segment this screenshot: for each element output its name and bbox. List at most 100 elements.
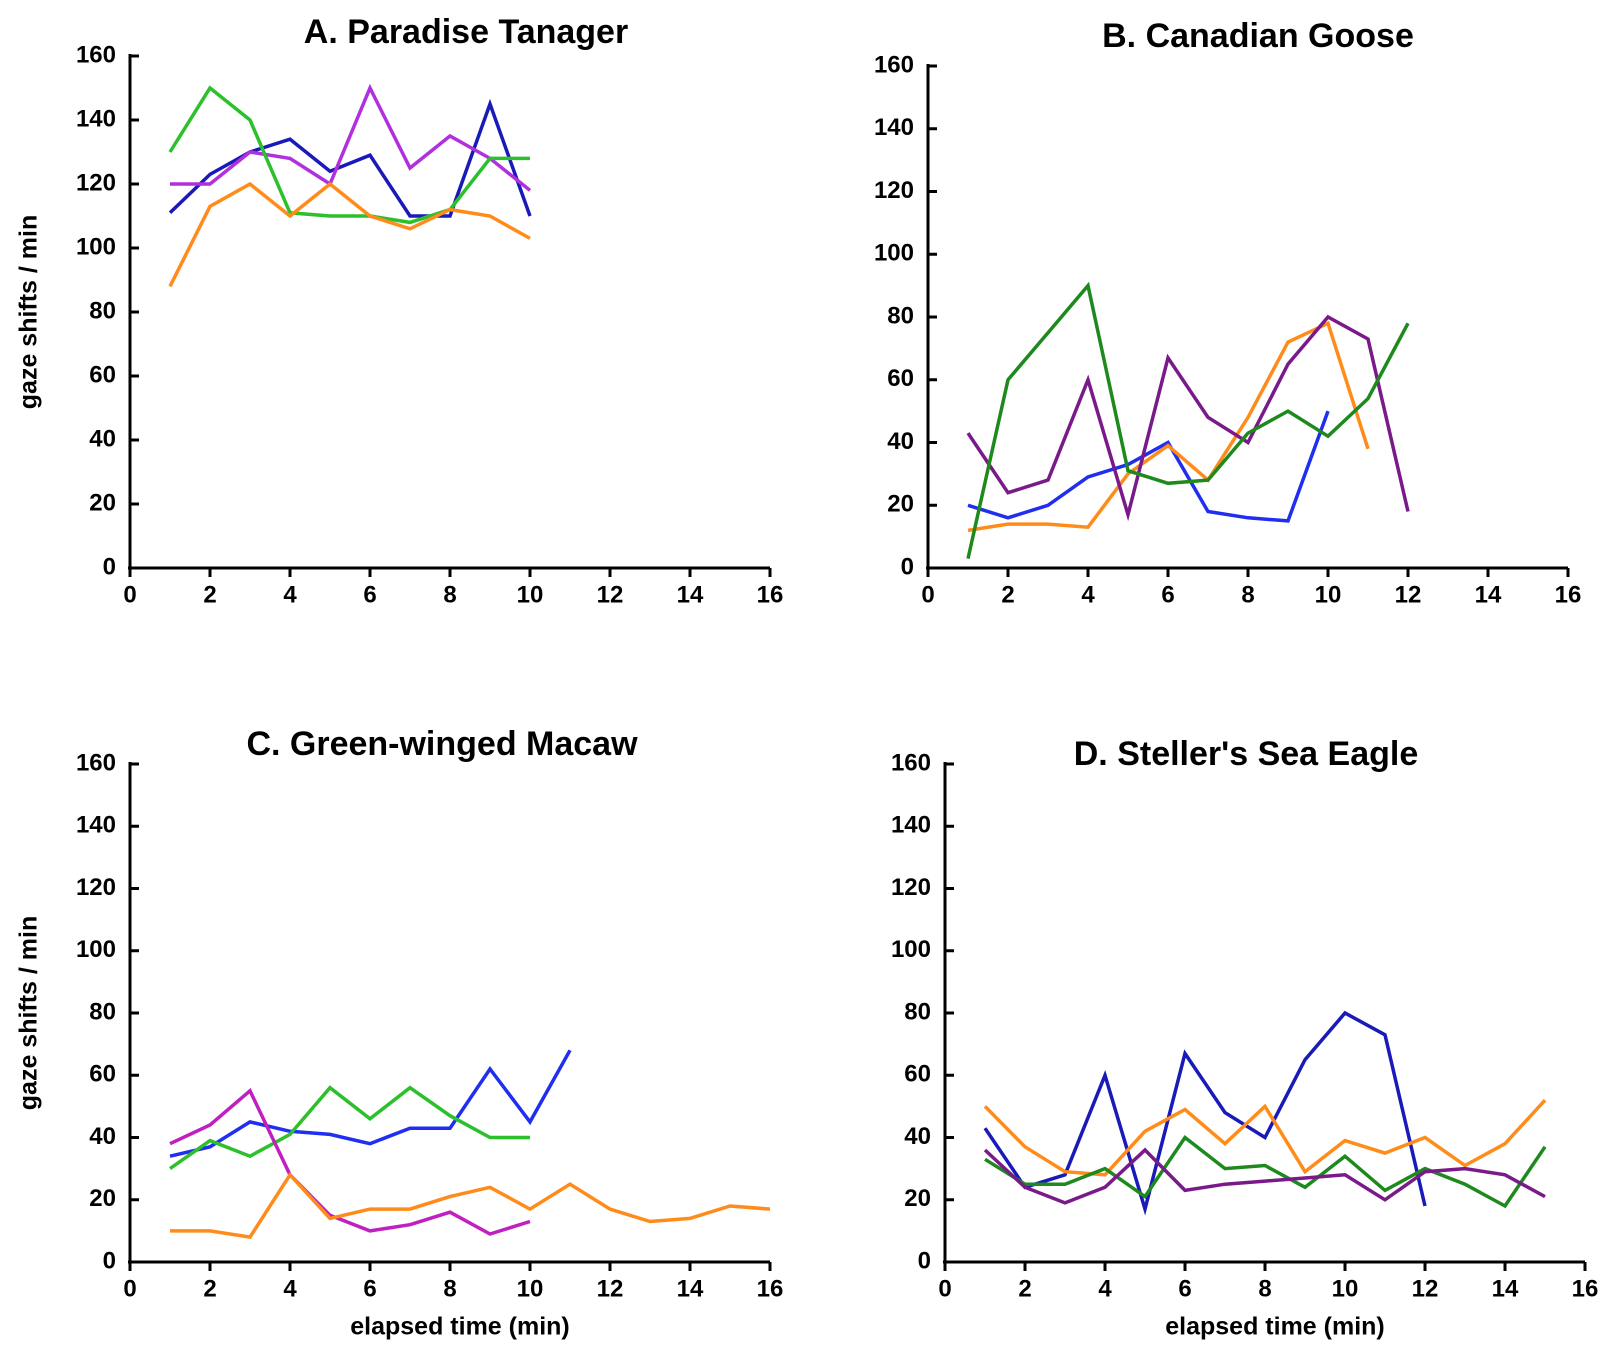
x-tick-label: 6 bbox=[363, 1275, 376, 1302]
chart-panel-d: D. Steller's Sea Eagle020406080100120140… bbox=[891, 735, 1598, 1341]
y-tick-label: 160 bbox=[76, 41, 116, 68]
y-tick-label: 40 bbox=[887, 428, 914, 455]
y-tick-label: 100 bbox=[76, 233, 116, 260]
x-tick-label: 14 bbox=[1492, 1275, 1519, 1302]
y-tick-label: 40 bbox=[904, 1123, 931, 1150]
y-tick-label: 80 bbox=[904, 998, 931, 1025]
y-tick-label: 20 bbox=[89, 1185, 116, 1212]
x-tick-label: 12 bbox=[1395, 581, 1422, 608]
chart-title: B. Canadian Goose bbox=[1102, 17, 1414, 55]
x-tick-label: 16 bbox=[757, 581, 784, 608]
x-tick-label: 8 bbox=[1241, 581, 1254, 608]
x-tick-label: 10 bbox=[1332, 1275, 1359, 1302]
series-line-4 bbox=[170, 1171, 771, 1240]
series-line-1 bbox=[967, 410, 1330, 523]
chart-panel-c: C. Green-winged Macaw0204060801001201401… bbox=[15, 725, 784, 1341]
y-tick-label: 120 bbox=[874, 177, 914, 204]
y-tick-label: 0 bbox=[918, 1247, 931, 1274]
y-tick-label: 160 bbox=[891, 749, 931, 776]
y-axis-title: gaze shifts / min bbox=[15, 215, 43, 409]
y-tick-label: 0 bbox=[103, 1247, 116, 1274]
x-tick-label: 2 bbox=[1001, 581, 1014, 608]
series-line-1 bbox=[169, 1049, 572, 1158]
y-tick-label: 40 bbox=[89, 1123, 116, 1150]
y-tick-label: 40 bbox=[89, 425, 116, 452]
y-tick-label: 120 bbox=[76, 874, 116, 901]
series-line-2 bbox=[170, 83, 532, 192]
y-tick-label: 0 bbox=[901, 553, 914, 580]
x-tick-label: 10 bbox=[1315, 581, 1342, 608]
x-tick-label: 6 bbox=[1161, 581, 1174, 608]
chart-panel-b: B. Canadian Goose 0 20 40 60 80 100 120 140 160 0 2… bbox=[874, 17, 1581, 608]
y-tick-label: 120 bbox=[891, 874, 931, 901]
y-tick-label: 20 bbox=[887, 491, 914, 518]
x-axis-title: elapsed time (min) bbox=[1165, 1313, 1385, 1341]
x-tick-label: 14 bbox=[1475, 581, 1502, 608]
y-tick-label: 60 bbox=[887, 365, 914, 392]
y-tick-label: 160 bbox=[874, 51, 914, 78]
x-tick-label: 16 bbox=[1555, 581, 1582, 608]
series-line-2 bbox=[983, 1099, 1547, 1177]
y-tick-label: 120 bbox=[76, 169, 116, 196]
chart-title: A. Paradise Tanager bbox=[304, 13, 628, 51]
x-tick-label: 4 bbox=[1081, 581, 1095, 608]
y-tick-label: 140 bbox=[891, 812, 931, 839]
x-tick-label: 4 bbox=[283, 581, 297, 608]
x-tick-label: 2 bbox=[203, 1275, 216, 1302]
chart-title: D. Steller's Sea Eagle bbox=[1074, 735, 1418, 773]
x-tick-label: 6 bbox=[1178, 1275, 1191, 1302]
x-tick-label: 6 bbox=[363, 581, 376, 608]
y-tick-label: 20 bbox=[904, 1185, 931, 1212]
y-tick-label: 100 bbox=[891, 936, 931, 963]
x-tick-label: 16 bbox=[757, 1275, 784, 1302]
y-tick-label: 60 bbox=[89, 1061, 116, 1088]
y-tick-label: 140 bbox=[76, 812, 116, 839]
x-tick-label: 0 bbox=[921, 581, 934, 608]
x-tick-label: 8 bbox=[443, 1275, 456, 1302]
x-tick-label: 8 bbox=[1258, 1275, 1271, 1302]
x-tick-label: 14 bbox=[677, 581, 704, 608]
y-tick-label: 0 bbox=[103, 553, 116, 580]
series-line-2 bbox=[168, 1085, 530, 1171]
x-tick-label: 4 bbox=[1098, 1275, 1112, 1302]
series-line-3 bbox=[984, 1134, 1547, 1209]
x-tick-label: 10 bbox=[517, 581, 544, 608]
x-tick-label: 2 bbox=[1018, 1275, 1031, 1302]
series-line-4 bbox=[983, 1147, 1546, 1205]
y-tick-label: 100 bbox=[874, 240, 914, 267]
series-line-1 bbox=[983, 1010, 1427, 1216]
series-line-1 bbox=[168, 98, 532, 218]
x-tick-label: 16 bbox=[1572, 1275, 1599, 1302]
x-tick-label: 0 bbox=[938, 1275, 951, 1302]
x-tick-label: 4 bbox=[283, 1275, 297, 1302]
y-axis-title: gaze shifts / min bbox=[15, 916, 43, 1110]
series-line-3 bbox=[169, 1087, 531, 1236]
series-line-3 bbox=[966, 314, 1410, 522]
y-tick-label: 80 bbox=[887, 302, 914, 329]
y-tick-label: 60 bbox=[89, 361, 116, 388]
y-tick-label: 140 bbox=[76, 105, 116, 132]
chart-panel-a: A. Paradise Tanager020406080100120140160… bbox=[15, 13, 784, 608]
series-line-4 bbox=[168, 181, 531, 288]
x-tick-label: 12 bbox=[597, 581, 624, 608]
chart-title: C. Green-winged Macaw bbox=[246, 725, 638, 763]
y-tick-label: 80 bbox=[89, 297, 116, 324]
series-line-2 bbox=[967, 320, 1370, 533]
x-tick-label: 0 bbox=[123, 1275, 136, 1302]
x-axis-title: elapsed time (min) bbox=[350, 1313, 570, 1341]
x-tick-label: 2 bbox=[203, 581, 216, 608]
x-tick-label: 8 bbox=[443, 581, 456, 608]
series-line-3 bbox=[168, 85, 530, 225]
x-tick-label: 12 bbox=[1412, 1275, 1439, 1302]
y-tick-label: 140 bbox=[874, 114, 914, 141]
y-tick-label: 60 bbox=[904, 1061, 931, 1088]
x-tick-label: 12 bbox=[597, 1275, 624, 1302]
x-tick-label: 0 bbox=[123, 581, 136, 608]
y-tick-label: 80 bbox=[89, 998, 116, 1025]
x-tick-label: 14 bbox=[677, 1275, 704, 1302]
y-tick-label: 20 bbox=[89, 489, 116, 516]
y-tick-label: 160 bbox=[76, 749, 116, 776]
x-tick-label: 10 bbox=[517, 1275, 544, 1302]
series-line-4 bbox=[966, 281, 1410, 559]
